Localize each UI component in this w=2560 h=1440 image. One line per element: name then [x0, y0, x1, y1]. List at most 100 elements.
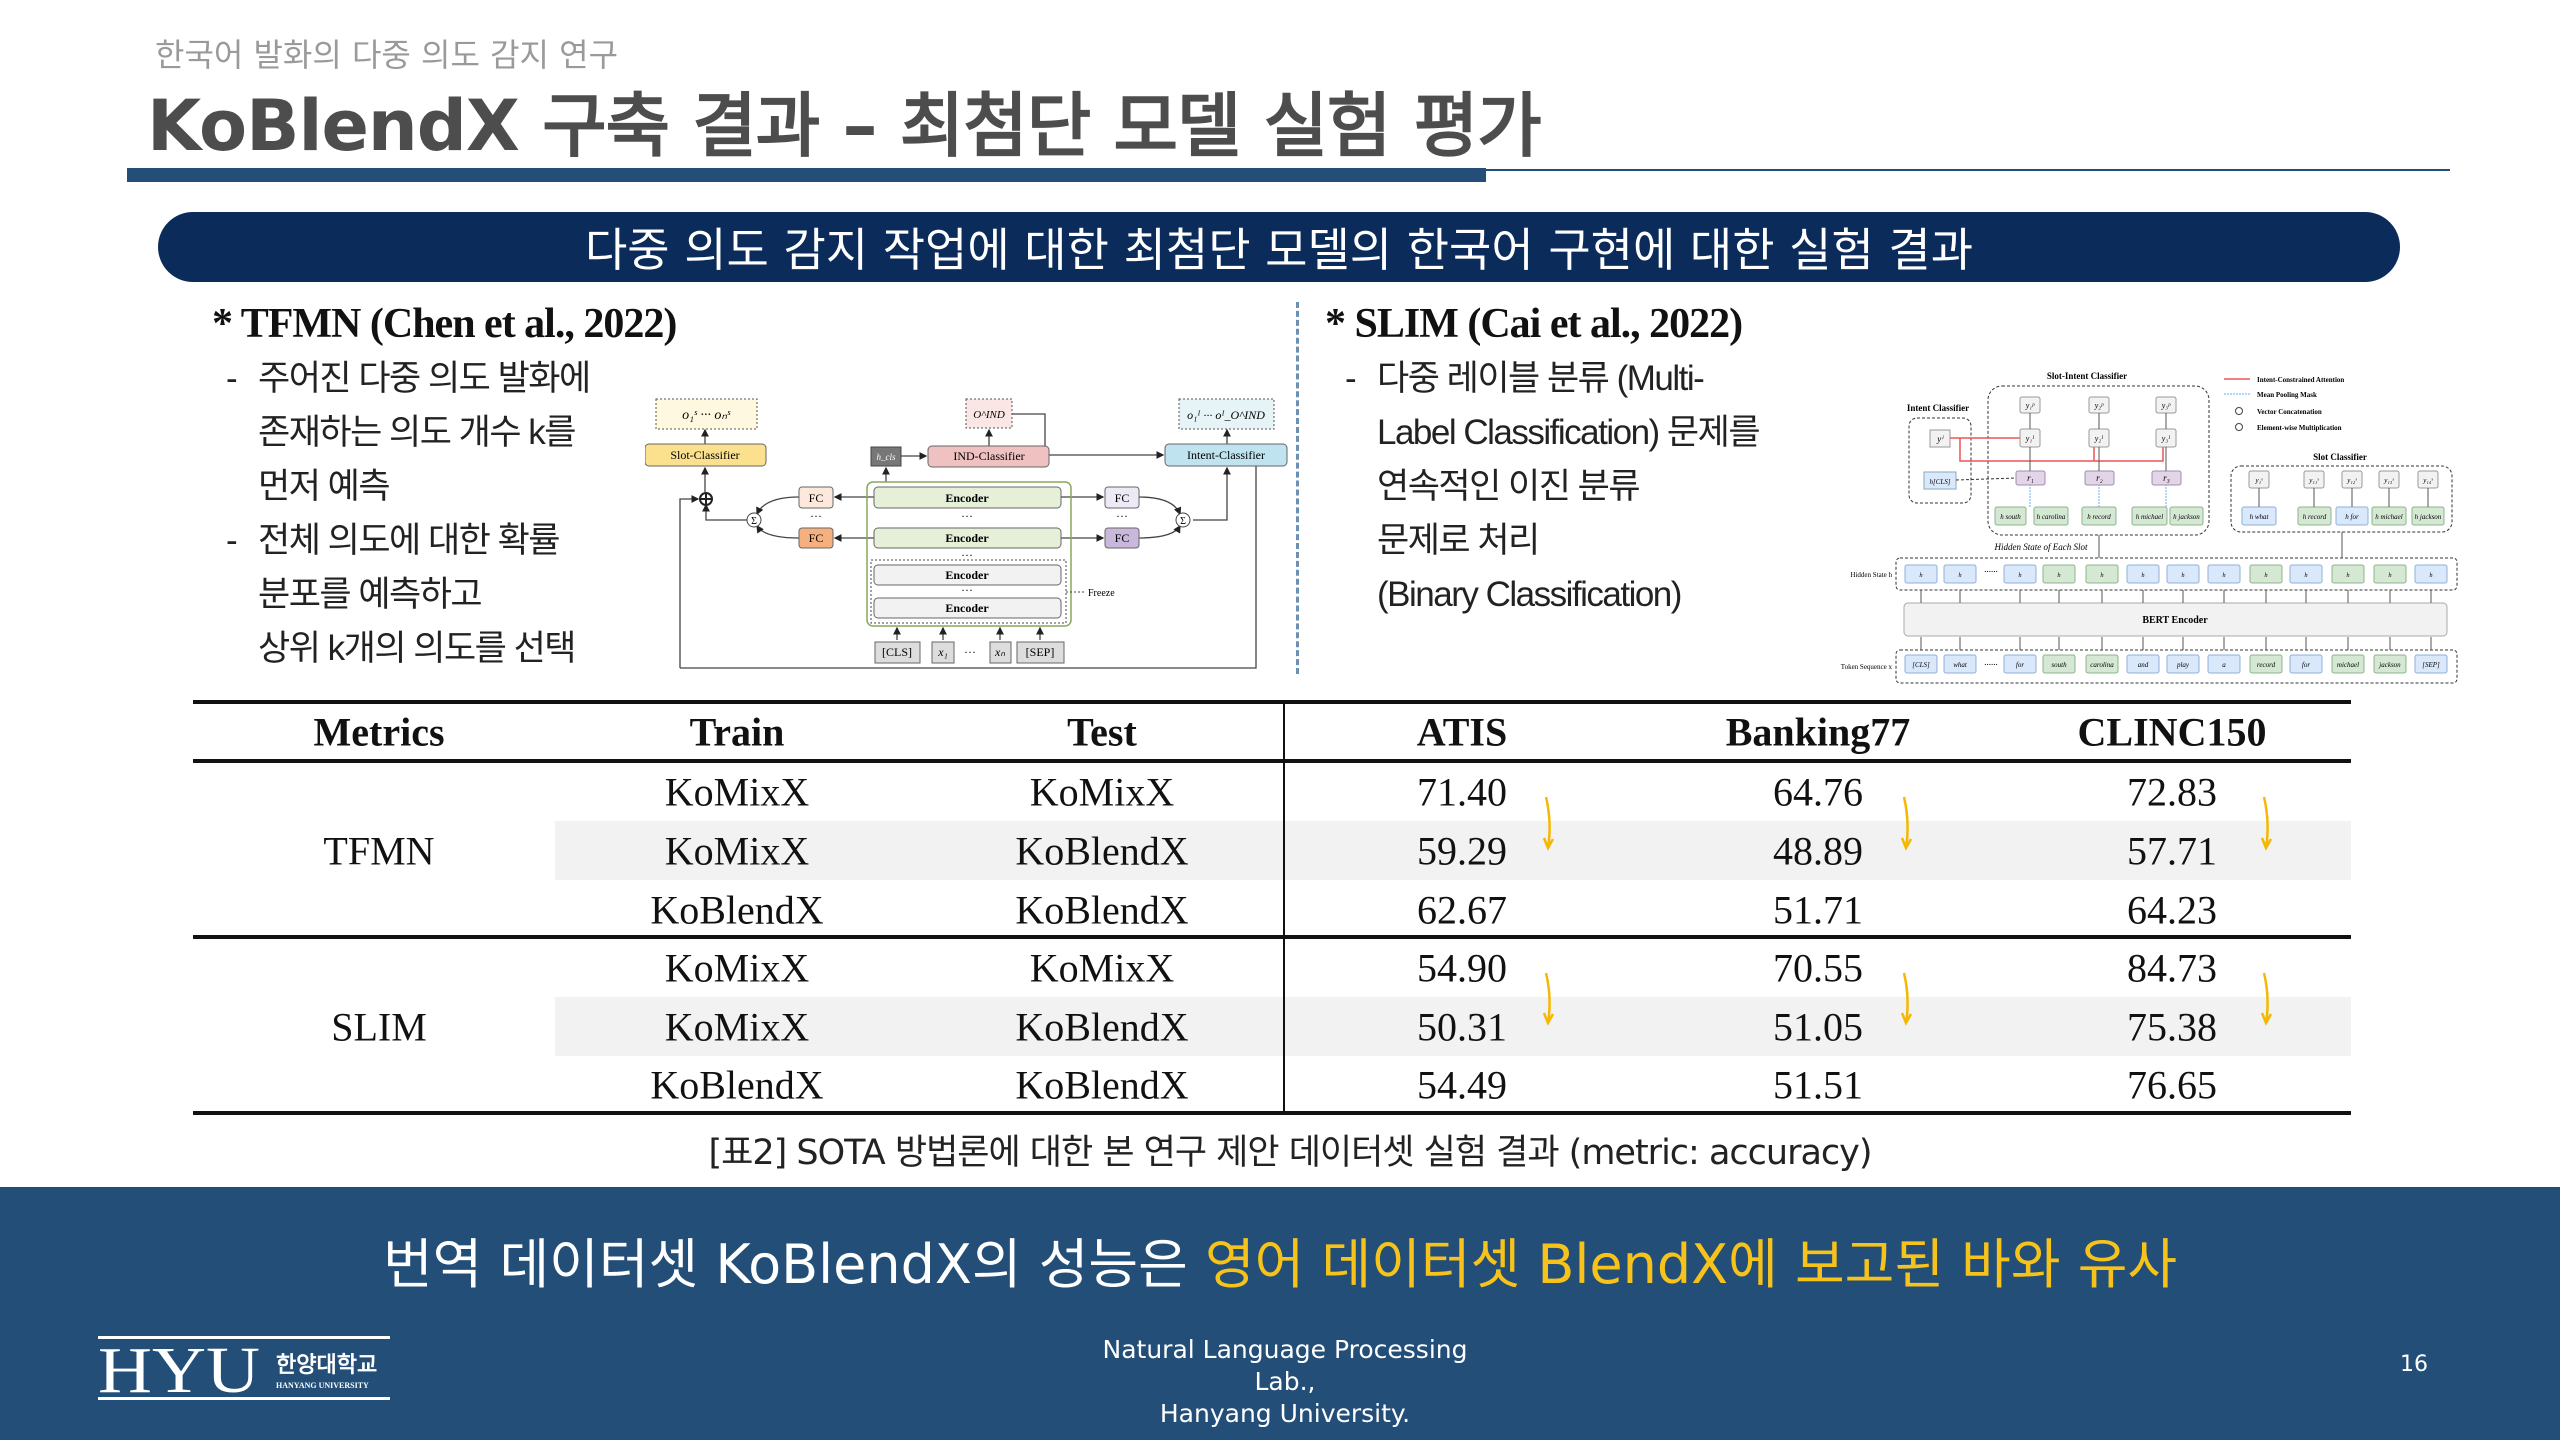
dataset-cell: KoMixX — [1029, 769, 1175, 815]
decrease-arrow-icon — [1542, 972, 1555, 1026]
token-box — [2126, 654, 2160, 674]
score-cell: 64.23 — [2127, 887, 2217, 933]
slot-cls-hidden: h record — [2303, 513, 2327, 521]
token-box — [2003, 654, 2037, 674]
slot-cls-hidden: h michael — [2375, 513, 2402, 521]
score-cell: 50.31 — [1417, 1004, 1507, 1050]
slot-classifier-box — [645, 443, 767, 467]
model-name: SLIM — [331, 1004, 427, 1050]
token-box — [2166, 654, 2200, 674]
hidden-state-label: h — [2222, 572, 2225, 579]
slot-y: y₁ˢ — [2254, 477, 2263, 485]
hidden-state-box — [2042, 564, 2076, 584]
dots: ··· — [1116, 509, 1128, 523]
dataset-cell: KoMixX — [664, 828, 810, 874]
slot-hidden-box — [2169, 506, 2204, 526]
score-cell: 48.89 — [1773, 828, 1863, 874]
slot-hidden: h michael — [2136, 513, 2163, 521]
token: michael — [2337, 661, 2359, 669]
score-cell: 76.65 — [2127, 1062, 2217, 1108]
score-cell: 72.83 — [2127, 769, 2217, 815]
page-number: 16 — [2400, 1352, 2428, 1377]
slim-heading: * SLIM (Cai et al., 2022) — [1325, 301, 1743, 347]
dataset-cell: KoBlendX — [650, 1062, 824, 1108]
legend-item: Vector Concatenation — [2257, 408, 2322, 416]
hidden-state-box — [2126, 564, 2160, 584]
encoder-label: Encoder — [945, 531, 989, 545]
hcls-box — [870, 446, 902, 467]
token: record — [2257, 661, 2276, 669]
token-sequence-label: Token Sequence x — [1841, 663, 1893, 671]
score-cell: 54.49 — [1417, 1062, 1507, 1108]
hidden-state-box — [2331, 564, 2365, 584]
r-node: r₃ — [2163, 473, 2170, 483]
dataset-cell: KoMixX — [664, 1004, 810, 1050]
bullet-item-cont: 상위 k개의 의도를 선택 — [258, 629, 576, 668]
input-token: xₙ — [994, 645, 1005, 659]
encoder-stack-frame — [866, 481, 1072, 627]
score-cell: 59.29 — [1417, 828, 1507, 874]
dots: ··· — [961, 509, 973, 523]
dataset-cell: KoMixX — [664, 769, 810, 815]
bullet-item-cont: (Binary Classification) — [1377, 575, 1682, 614]
score-cell: 84.73 — [2127, 945, 2217, 991]
logo-english: HANYANG UNIVERSITY — [276, 1381, 369, 1390]
bullet-item: - 주어진 다중 의도 발화에 — [226, 359, 591, 398]
slot-output-box — [655, 398, 758, 430]
token-box — [2207, 654, 2241, 674]
token-box — [2042, 654, 2076, 674]
title-underline-thin — [1486, 169, 2450, 171]
bullet-item-cont: 연속적인 이진 분류 — [1377, 467, 1641, 506]
slot-intent-classifier-title: Slot-Intent Classifier — [2047, 371, 2127, 381]
fc-label: FC — [809, 531, 824, 545]
token: for — [2016, 661, 2024, 669]
slot-y: y₁₁ˢ — [2308, 477, 2319, 485]
decrease-arrow-icon — [2260, 796, 2273, 851]
r-node: r₁ — [2027, 473, 2034, 483]
dots: ··· — [961, 548, 973, 562]
hidden-state-label: h — [2181, 572, 2184, 579]
y-intent: y₁ᴵ — [2025, 434, 2035, 443]
row-highlight — [555, 821, 2351, 880]
connector — [1955, 477, 2017, 481]
slot-cls-hidden: h for — [2345, 513, 2359, 521]
slot-hidden-box — [2081, 506, 2117, 526]
table-rule-bottom — [193, 1111, 2351, 1115]
slot-hidden: h record — [2087, 513, 2111, 521]
slot-classifier-label: Slot-Classifier — [670, 448, 739, 462]
dataset-cell: KoBlendX — [1015, 887, 1189, 933]
slot-y: y₁₄ˢ — [2422, 477, 2433, 485]
intent-classifier-label: Intent-Classifier — [1187, 448, 1265, 462]
logo-korean: 한양대학교 — [276, 1352, 377, 1377]
slot-y: y₁₂ˢ — [2346, 477, 2357, 485]
hidden-state-box — [1904, 564, 1938, 584]
section-divider — [1296, 302, 1299, 674]
slot-cls-hidden: h what — [2250, 513, 2270, 521]
input-token: [CLS] — [882, 645, 912, 659]
dataset-cell: KoBlendX — [1015, 1004, 1189, 1050]
banner-text: 다중 의도 감지 작업에 대한 최첨단 모델의 한국어 구현에 대한 실험 결과 — [584, 223, 1974, 277]
table-rule-group — [193, 935, 2351, 939]
score-cell: 71.40 — [1417, 769, 1507, 815]
y-p: y₂ᵖ — [2094, 401, 2104, 410]
table-vertical-rule — [1283, 702, 1285, 1113]
token-box — [2249, 654, 2283, 674]
hidden-state-box — [2166, 564, 2200, 584]
hidden-state-box — [2207, 564, 2241, 584]
dots: ··· — [810, 509, 822, 523]
intent-output-label: o₁ᴵ ··· oᴵ_O^IND — [1187, 408, 1265, 422]
token: for — [2302, 661, 2310, 669]
hidden-state-label: h — [2429, 572, 2432, 579]
input-dots: ··· — [964, 645, 976, 659]
conclusion-highlight: 영어 데이터셋 BlendX에 보고된 바와 유사 — [1204, 1233, 2178, 1296]
hidden-state-label: Hidden State h — [1850, 571, 1892, 579]
hidden-state-label: h — [2388, 572, 2391, 579]
table-rule-top — [193, 700, 2351, 704]
freeze-label: Freeze — [1088, 588, 1115, 599]
conclusion-text: 번역 데이터셋 KoBlendX의 성능은 — [382, 1233, 1205, 1296]
slot-classifier-title: Slot Classifier — [2313, 452, 2367, 462]
each-slot-label: Hidden State of Each Slot — [1994, 542, 2088, 552]
bullet-item-cont: 먼저 예측 — [258, 467, 391, 506]
lab-name: Natural Language Processing Lab., Hanyang… — [1102, 1335, 1468, 1428]
score-cell: 54.90 — [1417, 945, 1507, 991]
